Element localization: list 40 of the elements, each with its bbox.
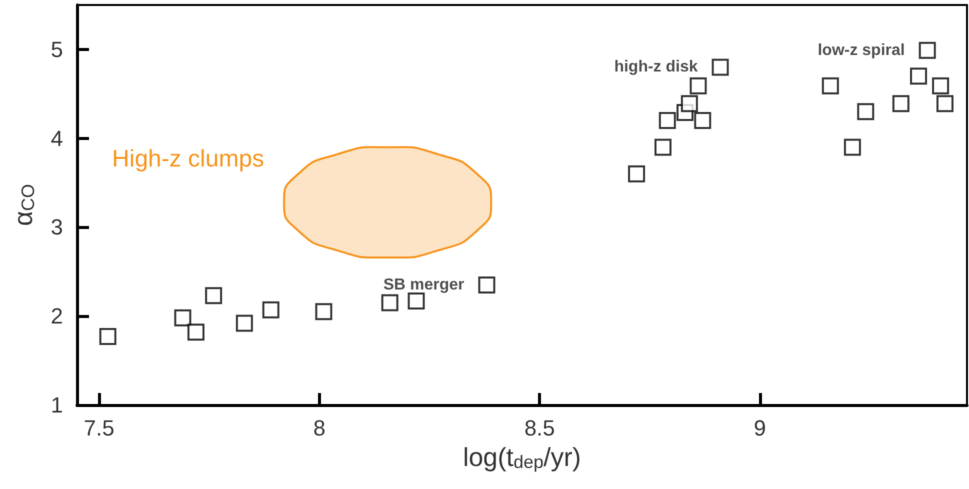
- point: [936, 95, 954, 112]
- point: [408, 292, 425, 310]
- point: [680, 95, 698, 112]
- point: [262, 301, 280, 318]
- series-label: SB merger: [383, 276, 464, 294]
- point: [844, 138, 861, 156]
- y-tick-label: 5: [50, 36, 63, 62]
- point: [628, 165, 646, 182]
- point: [205, 287, 222, 304]
- point: [857, 103, 874, 120]
- point: [892, 95, 910, 112]
- x-tick-label: 9: [754, 416, 766, 440]
- series-label: low-z spiral: [818, 42, 905, 59]
- point: [918, 42, 936, 59]
- point: [932, 77, 950, 94]
- point: [99, 328, 116, 346]
- point: [478, 276, 496, 294]
- y-tick-label: 3: [50, 214, 63, 240]
- point: [694, 112, 712, 130]
- point: [236, 314, 253, 332]
- y-axis-title: αCO: [8, 184, 38, 226]
- point: [712, 58, 729, 76]
- point: [654, 138, 672, 156]
- x-axis-title: log(tdep/yr): [462, 442, 582, 472]
- point: [910, 68, 928, 85]
- point: [822, 77, 839, 94]
- series-label: high-z disk: [614, 58, 698, 76]
- y-tick-label: 1: [50, 392, 63, 418]
- y-tick-label: 2: [50, 304, 63, 329]
- series-label: High-z clumps: [112, 146, 264, 173]
- point: [187, 324, 204, 341]
- point: [658, 112, 676, 130]
- y-tick-label: 4: [50, 126, 63, 151]
- x-tick-label: 8.5: [524, 416, 555, 440]
- point: [381, 294, 398, 312]
- point: [174, 309, 192, 326]
- point: [690, 77, 707, 94]
- x-tick-label: 7.5: [84, 416, 114, 440]
- x-tick-label: 8: [313, 416, 326, 440]
- point: [315, 303, 332, 320]
